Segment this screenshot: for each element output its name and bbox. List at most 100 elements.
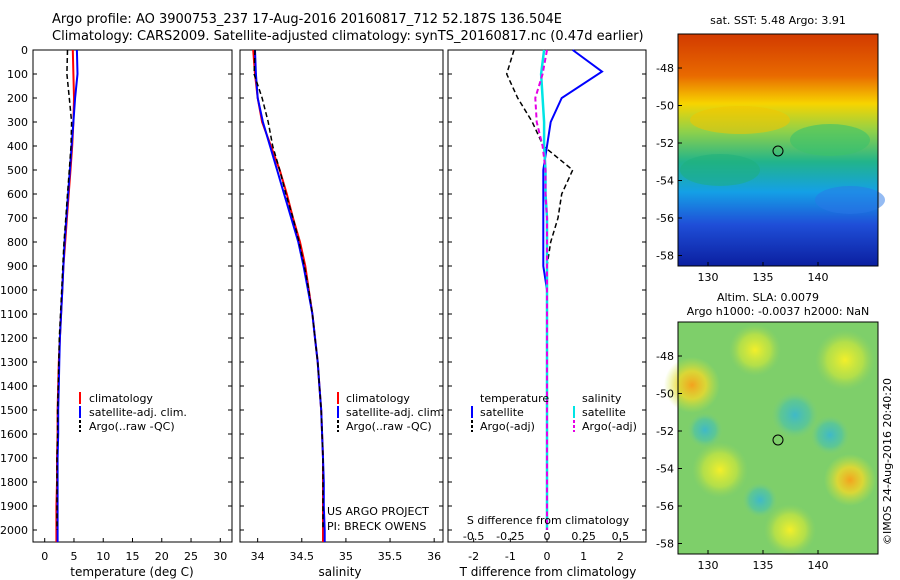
x-tick-labels: 0 5 10 15 20 25 30 34 34.5 35 35.5 36 -2 -1 0 1 2 -0.5 -0.… [41, 530, 629, 563]
legend-satellite-label: satellite-adj. clim. [89, 406, 187, 419]
s-tick-label: -0.5 [463, 530, 484, 543]
argo-position-marker [772, 145, 784, 157]
s-tick-label: 0.5 [612, 530, 630, 543]
sst-map [677, 33, 885, 267]
legend-climatology-label: climatology [346, 392, 410, 405]
x-tick-label: 34.5 [290, 550, 315, 563]
sla-map-title-1: Altim. SLA: 0.0079 [717, 291, 819, 304]
sst-green-patch [680, 154, 760, 186]
t-difference-xlabel: T difference from climatology [459, 565, 637, 579]
sla-high-patch [664, 357, 720, 413]
x-tick-label: 2 [617, 550, 624, 563]
legend-s-satellite-label: satellite [582, 406, 626, 419]
sst-map-ticks: -48 -50 -52 -54 -56 -58 130 135 140 [656, 62, 828, 284]
x-tick-label: 1 [580, 550, 587, 563]
temperature-xlabel: temperature (deg C) [70, 565, 193, 579]
depth-tick-label: 500 [7, 164, 28, 177]
depth-tick-label: 300 [7, 116, 28, 129]
map-lat-label: -56 [656, 500, 674, 513]
map-lat-label: -58 [656, 538, 674, 551]
sla-high-patch [815, 330, 875, 390]
x-tick-label: 15 [126, 550, 140, 563]
climatology-title: Climatology: CARS2009. Satellite-adjuste… [52, 29, 644, 44]
map-lat-label: -48 [656, 62, 674, 75]
sla-high-patch [824, 454, 876, 506]
map-lon-label: 135 [753, 271, 774, 284]
depth-tick-label: 100 [7, 68, 28, 81]
salinity-legend: climatology satellite-adj. clim. Argo(..… [337, 392, 444, 433]
sla-high-patch [692, 442, 748, 498]
x-tick-label: 5 [70, 550, 77, 563]
x-tick-label: 10 [96, 550, 110, 563]
map-lat-label: -52 [656, 425, 674, 438]
legend-salinity-title: salinity [582, 392, 622, 405]
depth-tick-label: 600 [7, 188, 28, 201]
map-lat-label: -48 [656, 350, 674, 363]
map-lat-label: -50 [656, 100, 674, 113]
legend-argo-label: Argo(..raw -QC) [89, 420, 175, 433]
map-lon-label: 130 [698, 271, 719, 284]
temperature-lines [55, 49, 79, 542]
legend-t-argo-label: Argo(-adj) [480, 420, 535, 433]
depth-tick-label: 1700 [0, 452, 28, 465]
depth-tick-label: 400 [7, 140, 28, 153]
legend-s-argo-label: Argo(-adj) [582, 420, 637, 433]
series-line [253, 49, 324, 530]
depth-tick-label: 1600 [0, 428, 28, 441]
map-lat-label: -54 [656, 175, 674, 188]
s-difference-title: S difference from climatology [467, 514, 630, 527]
salinity-axes [239, 49, 444, 543]
salinity-xlabel: salinity [318, 565, 361, 579]
map-lon-label: 140 [808, 271, 829, 284]
series-line [254, 49, 326, 542]
map-lon-label: 135 [753, 559, 774, 572]
depth-tick-label: 2000 [0, 524, 28, 537]
temperature-legend: climatology satellite-adj. clim. Argo(..… [79, 392, 187, 433]
x-tick-label: -1 [505, 550, 516, 563]
legend-t-satellite-label: satellite [480, 406, 524, 419]
depth-tick-label: 1400 [0, 380, 28, 393]
legend-temperature-title: temperature [480, 392, 549, 405]
sst-map-title: sat. SST: 5.48 Argo: 3.91 [710, 14, 846, 27]
x-tick-label: 35.5 [378, 550, 403, 563]
s-tick-label: 0 [544, 530, 551, 543]
map-lat-label: -58 [656, 250, 674, 263]
depth-tick-label: 1800 [0, 476, 28, 489]
sla-low-patch [687, 412, 723, 448]
imos-watermark: ©IMOS 24-Aug-2016 20:40:20 [881, 378, 894, 545]
salinity-lines [252, 49, 326, 542]
series-line [505, 49, 574, 530]
difference-legend: temperature salinity satellite Argo(-adj… [471, 392, 637, 433]
sla-high-patch [729, 324, 781, 376]
difference-lines [505, 49, 604, 530]
series-line [56, 49, 79, 542]
depth-tick-label: 900 [7, 260, 28, 273]
sst-warm-patch [690, 106, 790, 134]
x-tick-label: 35 [339, 550, 353, 563]
sla-map-title-2: Argo h1000: -0.0037 h2000: NaN [687, 305, 870, 318]
legend-argo-label: Argo(..raw -QC) [346, 420, 432, 433]
sla-map-frame [677, 321, 879, 555]
depth-tick-label: 1000 [0, 284, 28, 297]
depth-tick-label: 1300 [0, 356, 28, 369]
series-line [542, 49, 604, 530]
sla-low-patch [771, 391, 819, 439]
x-tick-label: 30 [213, 550, 227, 563]
x-tick-label: 25 [184, 550, 198, 563]
map-lon-label: 130 [698, 559, 719, 572]
sst-blue-patch [815, 186, 885, 214]
s-tick-label: -0.25 [496, 530, 524, 543]
sla-low-patch [810, 415, 850, 455]
depth-tick-label: 0 [21, 44, 28, 57]
map-lat-label: -54 [656, 463, 674, 476]
credit-pi: PI: BRECK OWENS [327, 520, 426, 533]
x-tick-label: 36 [427, 550, 441, 563]
x-tick-label: 20 [155, 550, 169, 563]
series-line [56, 49, 73, 530]
sla-map-ticks: -48 -50 -52 -54 -56 -58 130 135 140 [656, 350, 828, 572]
depth-tick-label: 1100 [0, 308, 28, 321]
sla-high-patch [764, 504, 816, 556]
x-tick-label: 0 [544, 550, 551, 563]
map-lat-label: -52 [656, 137, 674, 150]
